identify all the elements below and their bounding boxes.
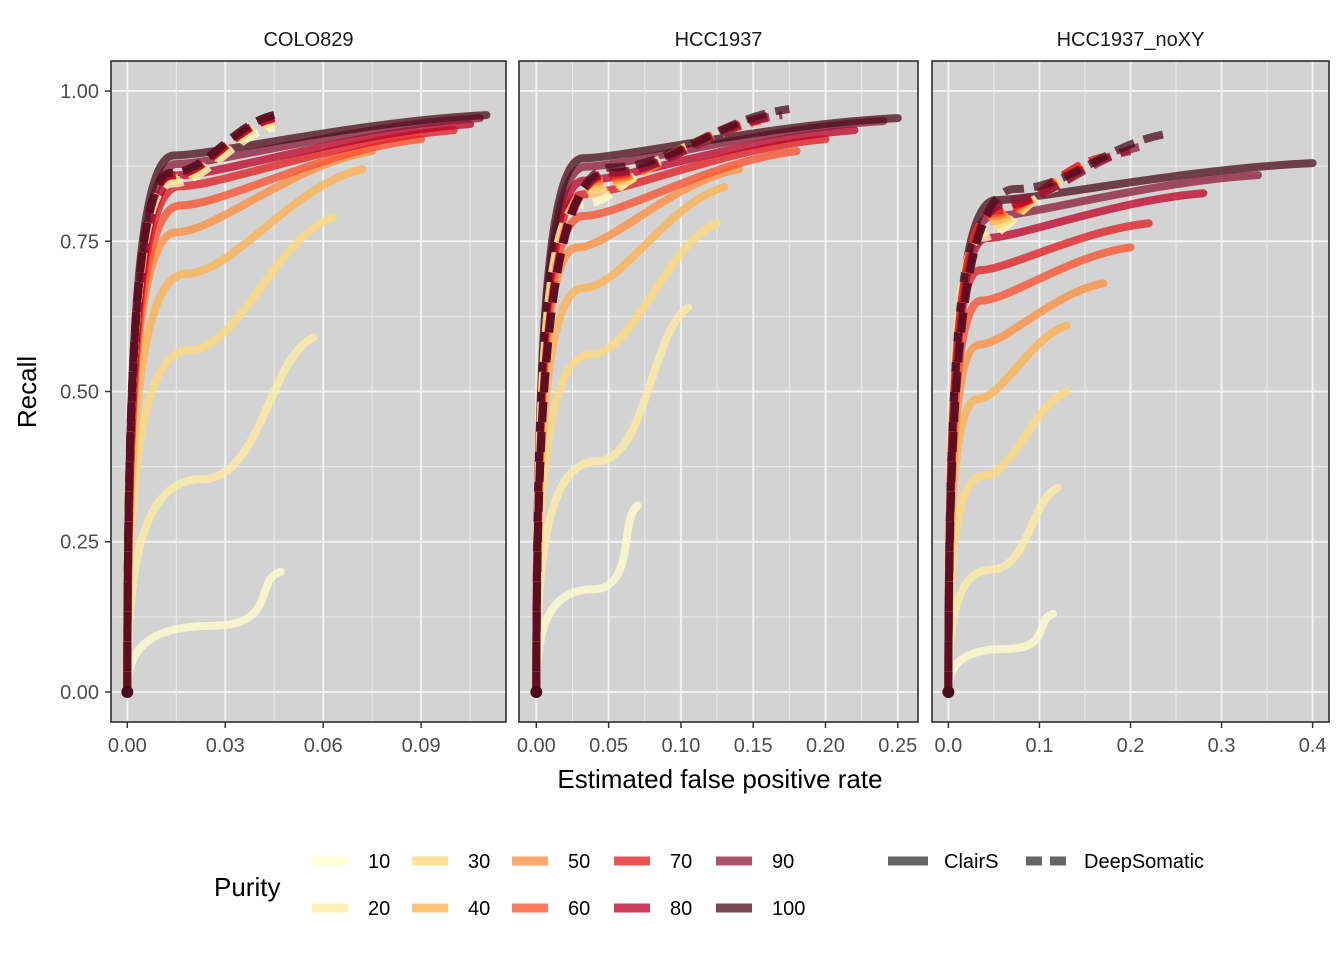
panel-2: HCC1937 0.00 0.05 0.10 0.15 0.20 0.25 [517,29,919,757]
x-tick-label: 0.2 [1117,735,1145,757]
origin-point [121,685,134,698]
deepsomatic-curve-purity-100 [944,129,1173,692]
legend-label-purity-10: 10 [368,851,390,873]
legend-label-purity-60: 60 [568,898,590,920]
panels: COLO829 0.00 0.03 0.06 0.09 0.00 0.25 0.50 0.75 1… [60,29,1330,757]
legend-label-purity-50: 50 [568,851,590,873]
panel-1: COLO829 0.00 0.03 0.06 0.09 0.00 0.25 0.50 0.75 1… [60,29,507,757]
panel-title: HCC1937 [675,29,763,51]
x-tick-label: 0.20 [806,735,845,757]
x-tick-label: 0.03 [206,735,245,757]
legend-label-purity-70: 70 [670,851,692,873]
x-tick-label: 0.06 [304,735,343,757]
legend: Purity 10 20 30 40 50 60 70 80 90 100 ClairS DeepSo… [214,851,1204,920]
clairs-curve-purity-10 [123,567,285,696]
y-axis-title: Recall [12,356,42,428]
deepsomatic-curve-purity-100 [123,111,276,692]
panel-3: HCC1937_noXY 0.0 0.1 0.2 0.3 0.4 [931,29,1330,757]
panel-title: HCC1937_noXY [1057,29,1205,51]
legend-label-purity-100: 100 [772,898,805,920]
panel-title: COLO829 [263,29,353,51]
y-tick-label: 0.50 [60,382,99,404]
x-tick-label: 0.09 [402,735,441,757]
curves [530,105,902,698]
legend-purity-title: Purity [214,872,280,902]
origin-point [530,685,543,698]
x-tick-label: 0.4 [1299,735,1327,757]
legend-label-clairs: ClairS [944,851,998,873]
legend-label-purity-90: 90 [772,851,794,873]
x-tick-label: 0.10 [661,735,700,757]
deepsomatic-curve-purity-100 [532,105,790,692]
y-tick-label: 0.00 [60,682,99,704]
legend-label-purity-30: 30 [468,851,490,873]
y-tick-label: 0.75 [60,231,99,253]
clairs-curve-purity-100 [532,114,902,696]
x-tick-label: 0.00 [108,735,147,757]
curves [942,129,1317,698]
y-tick-label: 1.00 [60,81,99,103]
curves [121,111,491,698]
origin-point [942,685,955,698]
x-tick-label: 0.0 [934,735,962,757]
legend-label-deepsomatic: DeepSomatic [1084,851,1204,873]
legend-label-purity-20: 20 [368,898,390,920]
x-axis-title: Estimated false positive rate [557,764,882,794]
legend-label-purity-80: 80 [670,898,692,920]
legend-label-purity-40: 40 [468,898,490,920]
x-tick-label: 0.05 [589,735,628,757]
x-tick-label: 0.00 [517,735,556,757]
x-tick-label: 0.3 [1208,735,1236,757]
x-tick-label: 0.1 [1026,735,1054,757]
panel-border [518,60,919,723]
x-tick-label: 0.25 [878,735,917,757]
y-tick-label: 0.25 [60,532,99,554]
x-tick-label: 0.15 [734,735,773,757]
